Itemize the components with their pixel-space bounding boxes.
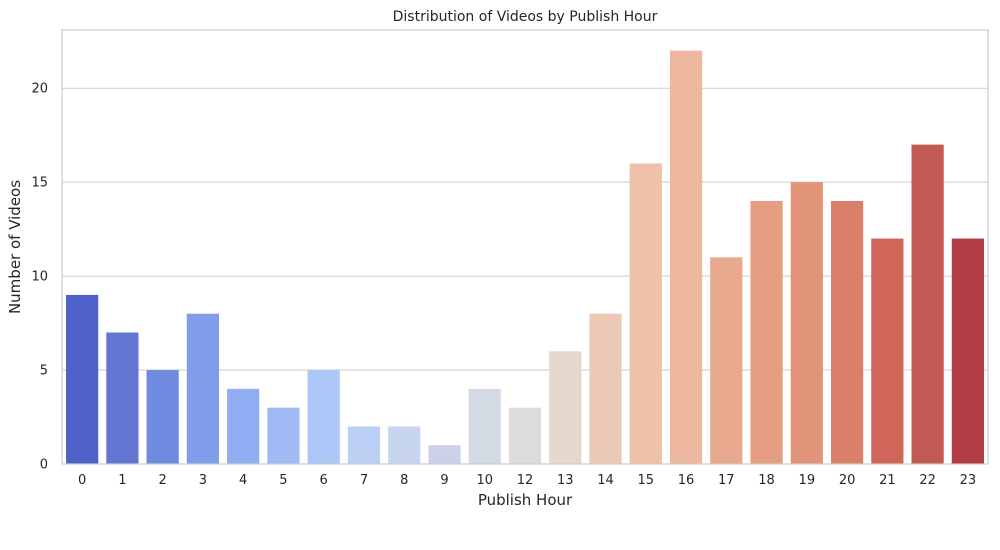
plot-frame [61,29,989,465]
bar-hour-5 [267,407,300,464]
bar-hour-4 [227,388,260,464]
bar-hour-12 [508,407,542,464]
x-tick-label: 20 [839,473,856,488]
bar-hour-2 [146,370,179,464]
bar-hour-1 [106,332,139,464]
bar-hour-10 [468,388,501,464]
y-tick-label: 20 [31,82,48,97]
bar-hour-22 [911,144,944,464]
x-axis-label: Publish Hour [478,491,573,509]
x-tick-label: 3 [199,473,207,488]
x-tick-label: 9 [440,473,448,488]
bar-hour-7 [347,426,381,464]
y-tick-label: 15 [31,176,48,191]
x-tick-label: 22 [919,473,936,488]
bar-hour-14 [589,313,622,464]
x-tick-label: 0 [78,473,86,488]
x-tick-label: 23 [960,473,977,488]
x-tick-label: 5 [279,473,287,488]
x-tick-label: 15 [638,473,655,488]
bar-layer [66,50,984,465]
bar-hour-17 [710,257,743,464]
y-tick-label: 0 [40,458,48,473]
y-axis-label: Number of Videos [6,180,24,314]
y-tick-label: 10 [31,270,48,285]
x-tick-label: 2 [159,473,167,488]
x-tick-label: 21 [879,473,896,488]
bar-hour-15 [629,163,662,465]
bar-hour-6 [307,370,340,464]
x-tick-label: 12 [517,473,534,488]
x-tick-label: 13 [557,473,574,488]
bar-hour-18 [750,200,783,464]
x-tick-label: 16 [678,473,695,488]
x-tick-labels: 0 1 2 3 4 5 6 7 8 9 10 12 13 14 15 16 17 18 19 20 21 22 23 [78,473,976,488]
bar-hour-19 [790,182,823,464]
bar-hour-16 [669,50,703,465]
bar-hour-20 [830,200,864,464]
bar-hour-13 [549,351,582,464]
x-tick-label: 4 [239,473,247,488]
x-tick-label: 8 [400,473,408,488]
x-tick-label: 19 [799,473,816,488]
bar-hour-9 [428,445,461,464]
bar-hour-0 [66,294,99,464]
bar-hour-3 [186,313,220,464]
x-tick-label: 6 [320,473,328,488]
x-tick-label: 1 [118,473,126,488]
bar-hour-21 [871,238,904,464]
x-tick-label: 17 [718,473,735,488]
bar-hour-8 [388,426,421,464]
chart-title: Distribution of Videos by Publish Hour [393,9,658,25]
x-tick-label: 7 [360,473,368,488]
x-tick-label: 14 [597,473,614,488]
x-tick-label: 10 [476,473,493,488]
y-tick-labels: 0 5 10 15 20 [31,82,48,473]
bar-hour-23 [951,238,984,464]
x-tick-label: 18 [758,473,775,488]
y-tick-label: 5 [40,364,48,379]
